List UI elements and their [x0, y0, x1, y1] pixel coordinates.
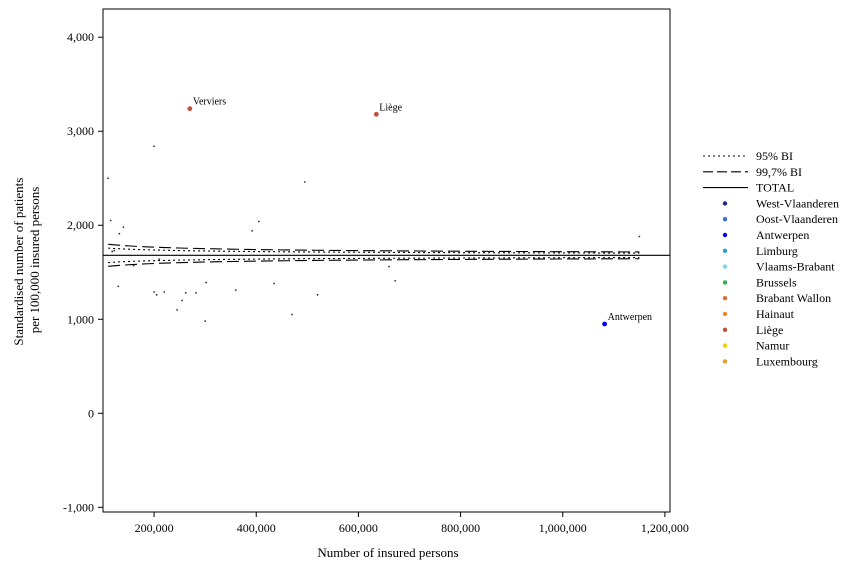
legend-label: Namur [756, 339, 789, 353]
legend-marker [722, 311, 728, 317]
y-tick-label: 2,000 [67, 218, 94, 232]
y-axis-title: Standardised number of patients per 100,… [11, 174, 42, 345]
plot-area-frame [102, 8, 671, 513]
point-annotation: Liège [379, 102, 402, 113]
legend-marker [722, 343, 728, 348]
data-point [316, 293, 319, 296]
ci95-lower-limit [108, 257, 640, 264]
legend-label: Liège [756, 323, 783, 337]
x-tick-label: 400,000 [237, 521, 276, 535]
data-point [122, 226, 125, 229]
ci95-upper-limit [108, 247, 640, 254]
legend-label: Hainaut [756, 307, 795, 321]
data-point [117, 285, 120, 288]
legend-label: Oost-Vlaanderen [756, 212, 838, 226]
y-tick-label: -1,000 [63, 500, 94, 514]
data-point [303, 181, 306, 183]
data-point [257, 220, 260, 223]
legend-label: Brabant Wallon [756, 291, 831, 305]
data-point [388, 265, 390, 268]
data-point [251, 229, 254, 232]
highlighted-point [187, 106, 193, 112]
data-point [184, 292, 187, 294]
y-tick-label: 1,000 [67, 312, 94, 326]
legend-label: Luxembourg [756, 354, 818, 368]
x-tick-label: 200,000 [135, 521, 174, 535]
y-axis-title-line-1: Standardised number of patients [11, 178, 26, 346]
ci997-upper-limit [108, 243, 640, 253]
x-tick-label: 800,000 [441, 521, 480, 535]
highlighted-point [602, 321, 608, 327]
legend-label: TOTAL [756, 181, 794, 195]
data-point [118, 232, 121, 235]
legend-label: Brussels [756, 275, 797, 289]
data-point [638, 235, 641, 238]
data-point [176, 308, 178, 311]
data-point [273, 282, 276, 285]
legend-label: Limburg [756, 244, 798, 258]
data-point [205, 281, 208, 284]
data-point [111, 250, 114, 253]
y-tick-label: 3,000 [67, 124, 94, 138]
x-tick-label: 1,000,000 [539, 521, 587, 535]
legend-marker [722, 232, 728, 238]
data-point [113, 249, 116, 252]
legend-label: 95% BI [756, 149, 793, 163]
data-point [153, 291, 155, 293]
x-axis-title: Number of insured persons [317, 545, 458, 560]
data-point [291, 313, 293, 316]
data-point [107, 177, 110, 180]
data-point [394, 279, 397, 282]
legend-marker [722, 248, 728, 253]
legend-marker [722, 359, 728, 364]
legend-label: Vlaams-Brabant [756, 260, 835, 274]
data-point [158, 258, 161, 260]
y-axis-title-line-2: per 100,000 insured persons [27, 187, 42, 334]
point-annotation: Antwerpen [608, 312, 652, 323]
data-point [153, 145, 155, 148]
data-point [109, 219, 112, 222]
legend-marker [722, 280, 728, 285]
y-tick-label: 0 [88, 406, 94, 420]
legend-marker [722, 296, 728, 301]
legend-marker [722, 217, 728, 222]
ci997-lower-limit [108, 258, 640, 267]
data-point [234, 289, 237, 292]
legend-marker [722, 264, 728, 269]
data-point [204, 320, 207, 323]
y-tick-label: 4,000 [67, 30, 94, 44]
x-tick-label: 1,200,000 [641, 521, 689, 535]
data-point [181, 299, 184, 302]
legend-marker [722, 327, 728, 332]
data-point [195, 292, 197, 294]
highlighted-point [373, 111, 379, 117]
data-point [163, 291, 166, 293]
x-tick-label: 600,000 [339, 521, 378, 535]
data-point [155, 293, 158, 296]
legend-marker [722, 201, 728, 206]
point-annotation: Verviers [193, 97, 226, 108]
data-point [132, 264, 135, 267]
legend-label: 99,7% BI [756, 165, 802, 179]
legend-label: West-Vlaanderen [756, 196, 839, 210]
legend-label: Antwerpen [756, 228, 809, 242]
